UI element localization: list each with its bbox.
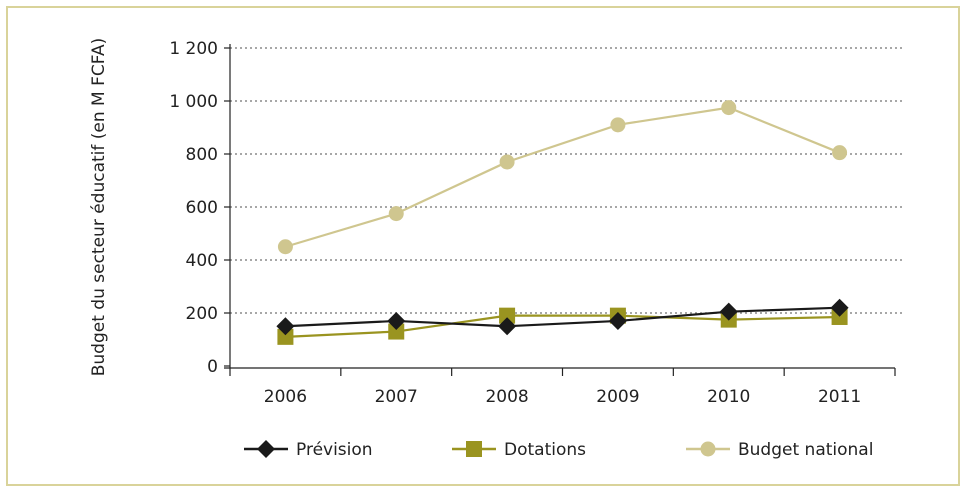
series-group: [276, 100, 849, 345]
series-line-pr-vision: [285, 306, 840, 328]
y-tick-label: 400: [186, 251, 218, 271]
data-point-pr-vision: [608, 311, 627, 330]
series-pr-vision: [276, 298, 849, 336]
x-tick-label: 2010: [707, 387, 750, 407]
chart-frame: 0 200 400 600 800 1 000 1 200 2006 2007 2008 2009…: [6, 6, 960, 486]
data-point-pr-vision: [498, 317, 517, 336]
legend-label: Budget national: [738, 440, 873, 460]
data-point-budget-national: [721, 100, 737, 116]
y-axis-label: Budget du secteur éducatif (en M FCFA): [89, 38, 109, 377]
legend-item-dotations: Dotations: [452, 440, 586, 460]
legend-item-budget-national: Budget national: [686, 440, 873, 460]
legend-label: Dotations: [504, 440, 586, 460]
data-point-budget-national: [388, 206, 404, 222]
x-axis-ticks: 2006 2007 2008 2009 2010 2011: [229, 368, 896, 407]
legend-marker: [466, 441, 482, 457]
x-tick-label: 2008: [485, 387, 528, 407]
data-point-budget-national: [832, 145, 848, 161]
x-tick-label: 2007: [375, 387, 418, 407]
y-axis-ticks: 0 200 400 600 800 1 000 1 200: [169, 39, 230, 377]
data-point-budget-national: [499, 154, 515, 170]
line-chart: 0 200 400 600 800 1 000 1 200 2006 2007 2008 2009…: [89, 38, 903, 460]
y-tick-label: 800: [186, 145, 218, 165]
data-point-budget-national: [610, 117, 626, 133]
series-dotations: [277, 307, 848, 345]
series-budget-national: [277, 100, 848, 255]
data-point-pr-vision: [387, 311, 406, 330]
series-line-budget-national: [285, 106, 840, 248]
data-point-dotations: [277, 328, 294, 345]
data-point-pr-vision: [719, 302, 738, 321]
data-point-dotations: [499, 307, 516, 324]
y-tick-label: 0: [207, 357, 218, 377]
series-line-dotations: [285, 314, 840, 338]
legend-marker: [257, 440, 275, 458]
y-tick-label: 600: [186, 198, 218, 218]
x-tick-label: 2009: [596, 387, 639, 407]
data-point-pr-vision: [276, 317, 295, 336]
legend: Prévision Dotations Budget national: [244, 440, 873, 460]
legend-label: Prévision: [296, 440, 373, 460]
legend-marker: [700, 441, 716, 457]
data-point-dotations: [388, 323, 405, 340]
legend-item-pr-vision: Prévision: [244, 440, 373, 460]
y-tick-label: 200: [186, 304, 218, 324]
grid-lines: [230, 47, 903, 314]
data-point-dotations: [831, 308, 848, 325]
x-tick-label: 2006: [264, 387, 307, 407]
y-tick-label: 1 200: [169, 39, 218, 59]
data-point-budget-national: [277, 239, 293, 255]
x-tick-label: 2011: [818, 387, 861, 407]
y-tick-label: 1 000: [169, 92, 218, 112]
axes: [224, 44, 895, 369]
data-point-pr-vision: [830, 298, 849, 317]
